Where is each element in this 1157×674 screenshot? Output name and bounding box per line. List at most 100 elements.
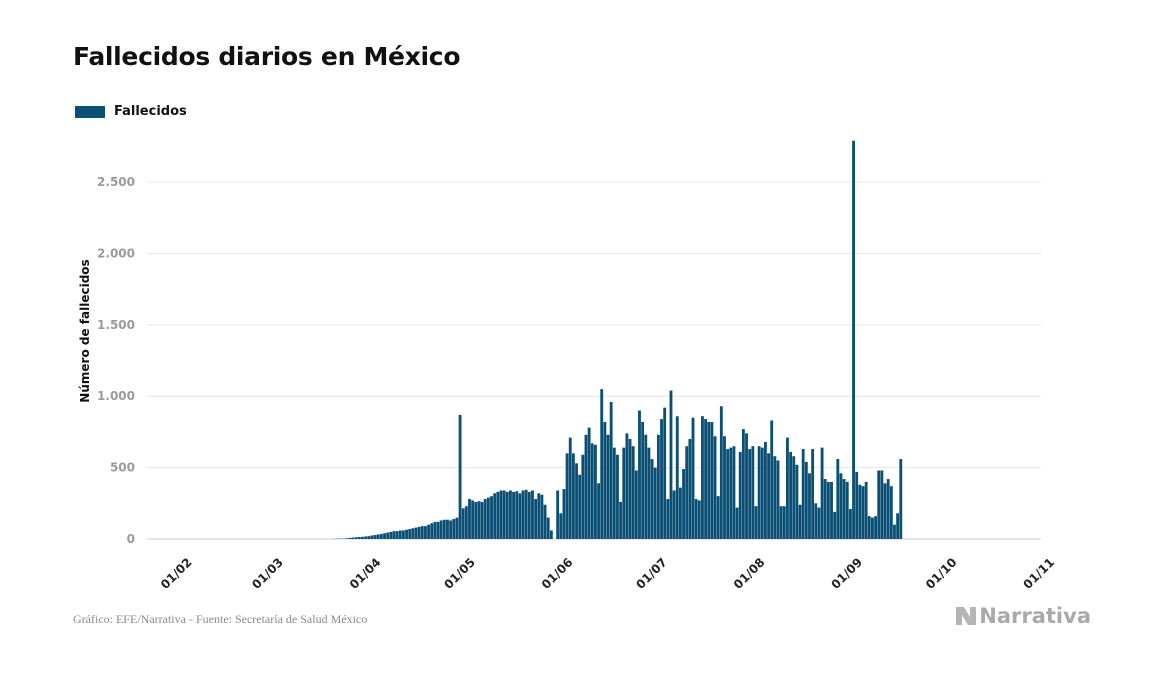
bar bbox=[364, 536, 368, 539]
bar bbox=[773, 456, 777, 539]
bar bbox=[386, 532, 390, 539]
bar bbox=[716, 496, 720, 539]
bar bbox=[518, 493, 522, 539]
bar bbox=[726, 449, 730, 539]
bar bbox=[691, 417, 695, 539]
bar bbox=[395, 531, 399, 539]
bar bbox=[483, 499, 487, 539]
bar bbox=[672, 490, 676, 539]
brand-name: Narrativa bbox=[979, 604, 1091, 628]
bar bbox=[379, 534, 383, 539]
bar bbox=[568, 437, 572, 539]
bar bbox=[606, 434, 610, 539]
bar bbox=[751, 446, 755, 539]
bar bbox=[855, 471, 859, 539]
bar bbox=[480, 501, 484, 539]
bar bbox=[858, 484, 862, 539]
bar bbox=[889, 486, 893, 539]
bar bbox=[845, 481, 849, 539]
bar bbox=[436, 521, 440, 539]
bar bbox=[449, 520, 453, 539]
bar bbox=[704, 419, 708, 539]
bar bbox=[817, 507, 821, 539]
bar bbox=[575, 463, 578, 539]
bar bbox=[738, 451, 742, 539]
bar bbox=[401, 530, 405, 539]
bar bbox=[458, 414, 462, 539]
bar bbox=[631, 446, 635, 539]
x-tick-label: 01/03 bbox=[249, 555, 286, 592]
bar bbox=[417, 526, 421, 539]
bar bbox=[439, 520, 443, 539]
bar bbox=[411, 528, 415, 539]
x-tick-label: 01/08 bbox=[731, 555, 768, 592]
x-tick-label: 01/11 bbox=[1021, 555, 1058, 592]
bar bbox=[808, 473, 811, 539]
bar bbox=[524, 489, 528, 539]
bar bbox=[663, 407, 667, 539]
bar bbox=[732, 446, 736, 539]
bar bbox=[628, 439, 632, 539]
bar bbox=[474, 501, 478, 539]
bar bbox=[871, 517, 874, 539]
legend-label-fallecidos: Fallecidos bbox=[114, 104, 187, 119]
bar bbox=[540, 494, 544, 539]
bar bbox=[801, 449, 805, 539]
bar bbox=[833, 511, 837, 539]
bar bbox=[505, 491, 509, 539]
bar bbox=[804, 461, 808, 539]
bar bbox=[786, 437, 789, 539]
bar bbox=[710, 421, 714, 539]
x-tick-label: 01/07 bbox=[633, 555, 670, 592]
bar bbox=[893, 524, 896, 539]
bar bbox=[383, 533, 386, 539]
bar bbox=[811, 449, 815, 539]
bar bbox=[405, 529, 408, 539]
bar bbox=[874, 516, 878, 539]
bar bbox=[430, 523, 434, 539]
bar bbox=[896, 513, 900, 539]
bar bbox=[408, 529, 412, 539]
bar bbox=[779, 506, 783, 539]
y-tick-label: 2.500 bbox=[97, 175, 135, 189]
bar bbox=[562, 489, 566, 539]
brand-logo: Narrativa bbox=[955, 604, 1091, 628]
bar bbox=[638, 410, 641, 539]
y-tick-label: 1.500 bbox=[97, 318, 135, 332]
bar bbox=[763, 441, 767, 539]
bar bbox=[723, 436, 726, 539]
bar bbox=[512, 491, 516, 539]
bar bbox=[880, 470, 884, 539]
bar bbox=[823, 479, 827, 539]
bar bbox=[493, 493, 497, 539]
bar bbox=[852, 140, 855, 540]
bar bbox=[446, 519, 449, 539]
bar bbox=[616, 454, 619, 539]
legend-swatch bbox=[75, 105, 105, 118]
bar bbox=[515, 491, 519, 539]
bar bbox=[496, 491, 500, 539]
bar bbox=[625, 433, 629, 539]
bar bbox=[531, 490, 534, 539]
bar bbox=[675, 416, 679, 539]
bar bbox=[644, 434, 648, 539]
bar bbox=[861, 486, 865, 539]
bar bbox=[537, 493, 541, 539]
bar bbox=[688, 439, 692, 539]
bar bbox=[634, 470, 638, 539]
bar bbox=[556, 490, 560, 539]
bar bbox=[345, 538, 349, 539]
bar bbox=[729, 447, 733, 539]
bar bbox=[499, 490, 503, 539]
bar bbox=[694, 499, 698, 539]
bar bbox=[767, 453, 770, 539]
bar bbox=[376, 534, 380, 539]
bar bbox=[660, 419, 663, 539]
bar bbox=[468, 499, 471, 539]
bar bbox=[398, 530, 402, 539]
bar bbox=[502, 490, 506, 539]
bar bbox=[527, 491, 531, 539]
x-tick-label: 01/10 bbox=[923, 555, 960, 592]
chart-title: Fallecidos diarios en México bbox=[73, 42, 461, 71]
bar bbox=[594, 444, 597, 539]
